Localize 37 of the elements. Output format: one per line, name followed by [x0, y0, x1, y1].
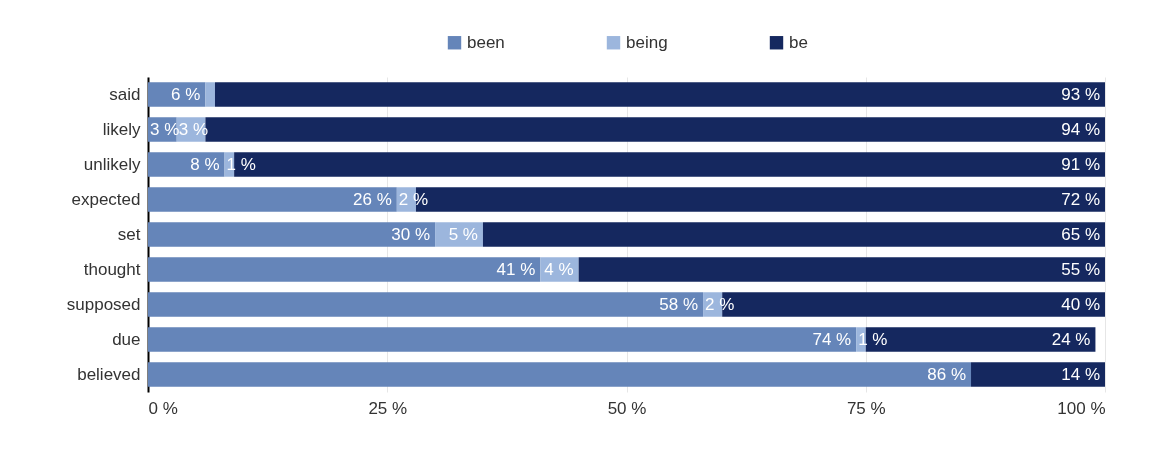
data-label: 40 %: [1061, 294, 1100, 314]
y-tick-label: believed: [77, 364, 141, 384]
data-label: 26 %: [353, 189, 392, 209]
legend-label: be: [789, 32, 808, 52]
x-tick-label: 50 %: [607, 398, 647, 418]
data-label: 86 %: [927, 364, 967, 384]
data-label: 93 %: [1061, 84, 1100, 104]
data-label: 74 %: [812, 329, 852, 349]
data-label: 3 %: [150, 119, 180, 139]
x-tick-label: 0 %: [148, 398, 178, 418]
y-tick-label: expected: [71, 189, 141, 209]
data-label: 41 %: [496, 259, 536, 279]
data-label: 94 %: [1061, 119, 1100, 139]
data-label: 5 %: [448, 224, 478, 244]
data-label: 65 %: [1061, 224, 1100, 244]
y-tick-label: said: [109, 84, 141, 104]
y-tick-label: unlikely: [83, 154, 141, 174]
legend-label: being: [626, 32, 668, 52]
x-tick-label: 25 %: [368, 398, 408, 418]
y-tick-label: likely: [102, 119, 141, 139]
data-label: 14 %: [1061, 364, 1100, 384]
data-label: 4 %: [544, 259, 574, 279]
data-label: 24 %: [1051, 329, 1091, 349]
data-label: 55 %: [1061, 259, 1100, 279]
y-tick-label: supposed: [66, 294, 141, 314]
legend-label: been: [467, 32, 505, 52]
data-label: 6 %: [171, 84, 201, 104]
data-label: 91 %: [1061, 154, 1100, 174]
y-tick-label: due: [112, 329, 141, 349]
data-label: 72 %: [1061, 189, 1100, 209]
y-tick-label: thought: [83, 259, 141, 279]
x-tick-label: 100 %: [1057, 398, 1106, 418]
data-label: 8 %: [190, 154, 220, 174]
data-label: 58 %: [659, 294, 699, 314]
data-label: 30 %: [391, 224, 431, 244]
y-tick-label: set: [117, 224, 141, 244]
x-tick-label: 75 %: [846, 398, 886, 418]
